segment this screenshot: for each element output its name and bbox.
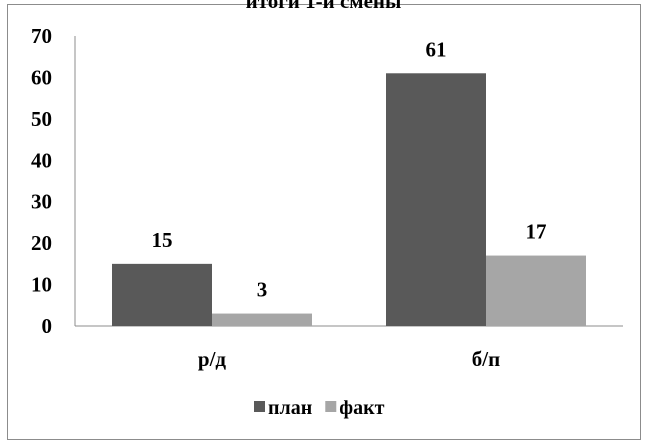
y-tick-label-50: 50	[31, 107, 52, 131]
bar-план-0	[112, 263, 212, 326]
data-label-план-0: 15	[152, 228, 173, 252]
bar-план-1	[386, 73, 486, 327]
data-label-факт-1: 17	[526, 220, 547, 244]
y-tick-label-30: 30	[31, 190, 52, 214]
legend-label-1: факт	[339, 397, 384, 419]
y-tick-label-70: 70	[31, 24, 52, 48]
chart-frame	[7, 4, 641, 440]
y-tick-label-60: 60	[31, 65, 52, 89]
y-tick-label-0: 0	[42, 314, 53, 338]
data-label-план-1: 61	[426, 37, 447, 61]
bar-факт-1	[486, 255, 586, 326]
legend-label-0: план	[268, 397, 312, 419]
legend-swatch-0	[254, 401, 265, 412]
chart-title: итоги 1-й смены	[245, 0, 402, 13]
data-label-факт-0: 3	[257, 278, 268, 302]
y-tick-label-10: 10	[31, 273, 52, 297]
legend-swatch-1	[325, 401, 337, 412]
x-tick-label-1: б/п	[472, 347, 500, 371]
y-tick-label-40: 40	[31, 148, 52, 172]
x-tick-label-0: р/д	[198, 347, 227, 371]
bar-факт-0	[212, 313, 312, 326]
y-tick-label-20: 20	[31, 231, 52, 255]
